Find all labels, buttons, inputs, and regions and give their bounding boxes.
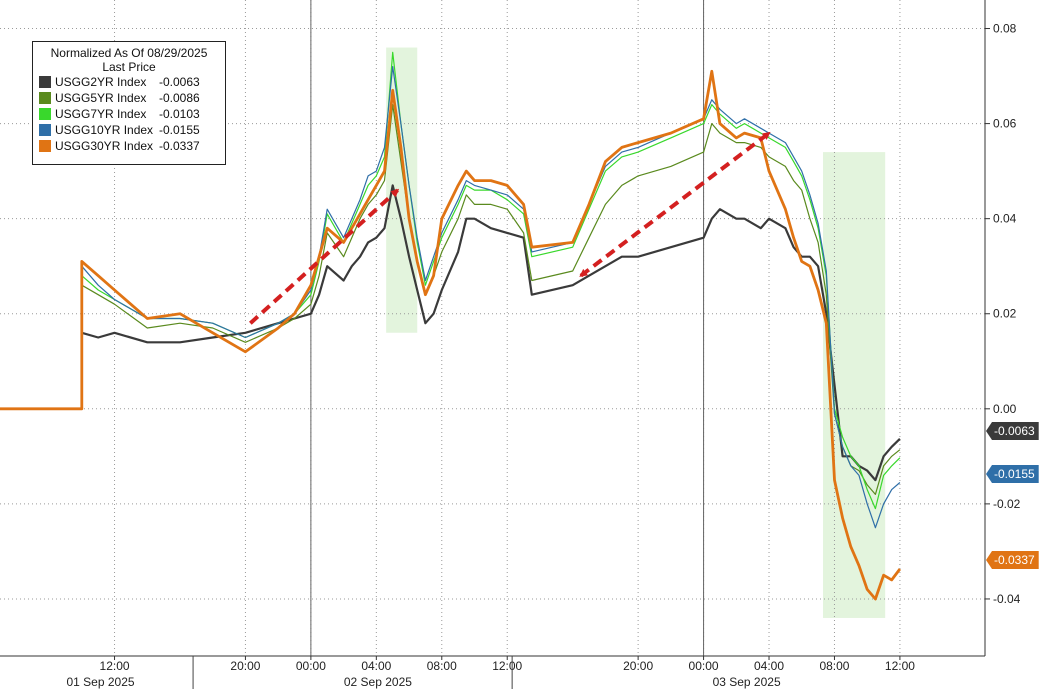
legend-entry-2yr: USGG2YR Index -0.0063 — [33, 74, 225, 90]
legend-series-name: USGG30YR Index — [55, 139, 154, 153]
x-tick-label: 00:00 — [296, 659, 326, 673]
series-lines — [0, 51, 902, 601]
legend-series-name: USGG5YR Index — [55, 91, 147, 105]
legend-series-value: -0.0337 — [159, 139, 200, 153]
x-tick-label: 04:00 — [754, 659, 784, 673]
series-line-usgg2yr-index — [0, 184, 901, 482]
trend-arrow — [248, 188, 400, 325]
legend-series-name: USGG10YR Index — [55, 123, 154, 137]
grid-lines — [0, 0, 985, 656]
shaded-periods — [386, 47, 886, 618]
legend-swatch — [39, 124, 51, 136]
series-line-usgg30yr-index — [0, 69, 902, 601]
trend-arrow — [579, 131, 771, 278]
y-tick-label: 0.00 — [993, 402, 1017, 416]
x-tick-label: 12:00 — [492, 659, 522, 673]
legend-series-value: -0.0155 — [159, 123, 200, 137]
y-tick-label: 0.06 — [993, 117, 1017, 131]
legend-swatch — [39, 92, 51, 104]
legend-swatch — [39, 140, 51, 152]
y-tick-label: 0.08 — [993, 22, 1017, 36]
legend-title: Normalized As Of 08/29/2025 — [50, 46, 208, 60]
last-value-tag-10yr: -0.0155 — [986, 465, 1039, 483]
legend-series-value: -0.0086 — [159, 91, 200, 105]
y-tick-label: -0.02 — [993, 497, 1021, 511]
date-label: 01 Sep 2025 — [67, 675, 135, 689]
last-value-tag-2yr: -0.0063 — [986, 422, 1039, 440]
last-value-tag-30yr: -0.0337 — [986, 551, 1039, 569]
legend-series-value: -0.0103 — [159, 107, 200, 121]
legend-series-name: USGG7YR Index — [55, 107, 147, 121]
legend: Normalized As Of 08/29/2025 Last Price U… — [32, 41, 226, 165]
x-tick-label: 00:00 — [689, 659, 719, 673]
x-tick-label: 08:00 — [427, 659, 457, 673]
legend-series-name: USGG2YR Index — [55, 75, 147, 89]
legend-swatch — [39, 108, 51, 120]
x-tick-label: 04:00 — [361, 659, 391, 673]
legend-entry-10yr: USGG10YR Index -0.0155 — [33, 122, 225, 138]
legend-series-value: -0.0063 — [159, 75, 200, 89]
x-tick-label: 08:00 — [819, 659, 849, 673]
series-line-usgg5yr-index — [0, 104, 901, 495]
x-tick-label: 12:00 — [100, 659, 130, 673]
legend-swatch — [39, 76, 51, 88]
x-tick-label: 20:00 — [623, 659, 653, 673]
y-tick-label: 0.04 — [993, 212, 1017, 226]
axes: 0.08 0.06 0.04 0.02 0.00 -0.02 -0.04 12:00 20:00… — [0, 0, 1021, 689]
x-tick-label: 20:00 — [230, 659, 260, 673]
y-tick-label: 0.02 — [993, 307, 1017, 321]
legend-entry-5yr: USGG5YR Index -0.0086 — [33, 90, 225, 106]
date-label: 02 Sep 2025 — [344, 675, 412, 689]
legend-subtitle: Last Price — [102, 60, 156, 74]
x-tick-label: 12:00 — [885, 659, 915, 673]
legend-entry-30yr: USGG30YR Index -0.0337 — [33, 138, 225, 154]
date-label: 03 Sep 2025 — [713, 675, 781, 689]
trend-arrows — [248, 131, 771, 325]
legend-entry-7yr: USGG7YR Index -0.0103 — [33, 106, 225, 122]
y-tick-label: -0.04 — [993, 592, 1021, 606]
